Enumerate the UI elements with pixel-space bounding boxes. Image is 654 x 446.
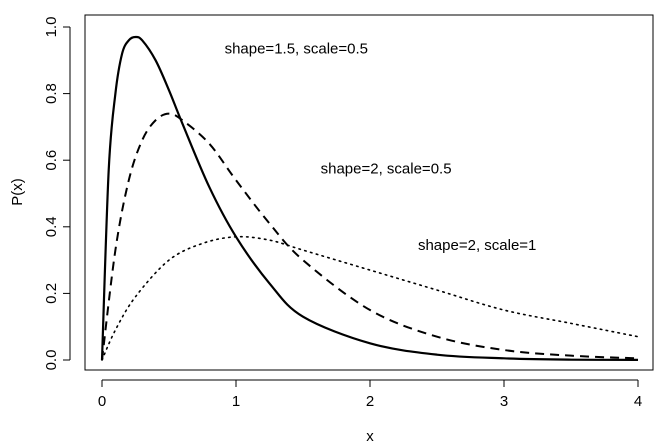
x-axis-title: x: [366, 428, 374, 445]
x-tick-label: 3: [500, 393, 508, 410]
y-axis-title: P(x): [9, 178, 26, 206]
plot-frame: [84, 14, 654, 371]
series-line-dotted: [101, 235, 639, 361]
x-tick-label: 2: [366, 393, 374, 410]
series-annotation: shape=2, scale=0.5: [321, 161, 452, 178]
y-tick-label: 0.6: [43, 150, 60, 171]
series-layer: [100, 35, 639, 361]
series-line-dashed: [101, 112, 639, 361]
y-tick-label: 1.0: [43, 17, 60, 38]
x-tick-label: 4: [634, 393, 642, 410]
series-line-solid: [100, 35, 639, 361]
x-tick-label: 0: [98, 393, 106, 410]
annotation-layer: shape=1.5, scale=0.5 shape=2, scale=0.5 sh…: [225, 41, 537, 254]
series-annotation: shape=2, scale=1: [418, 237, 536, 254]
y-axis: 0.0 0.2 0.4 0.6 0.8 1.0: [43, 17, 71, 371]
y-tick-label: 0.2: [43, 283, 60, 304]
y-tick-label: 0.8: [43, 83, 60, 104]
series-annotation: shape=1.5, scale=0.5: [225, 41, 368, 58]
x-axis: 0 1 2 3 4: [98, 379, 642, 410]
y-tick-label: 0.0: [43, 350, 60, 371]
y-tick-label: 0.4: [43, 216, 60, 237]
x-tick-label: 1: [232, 393, 240, 410]
